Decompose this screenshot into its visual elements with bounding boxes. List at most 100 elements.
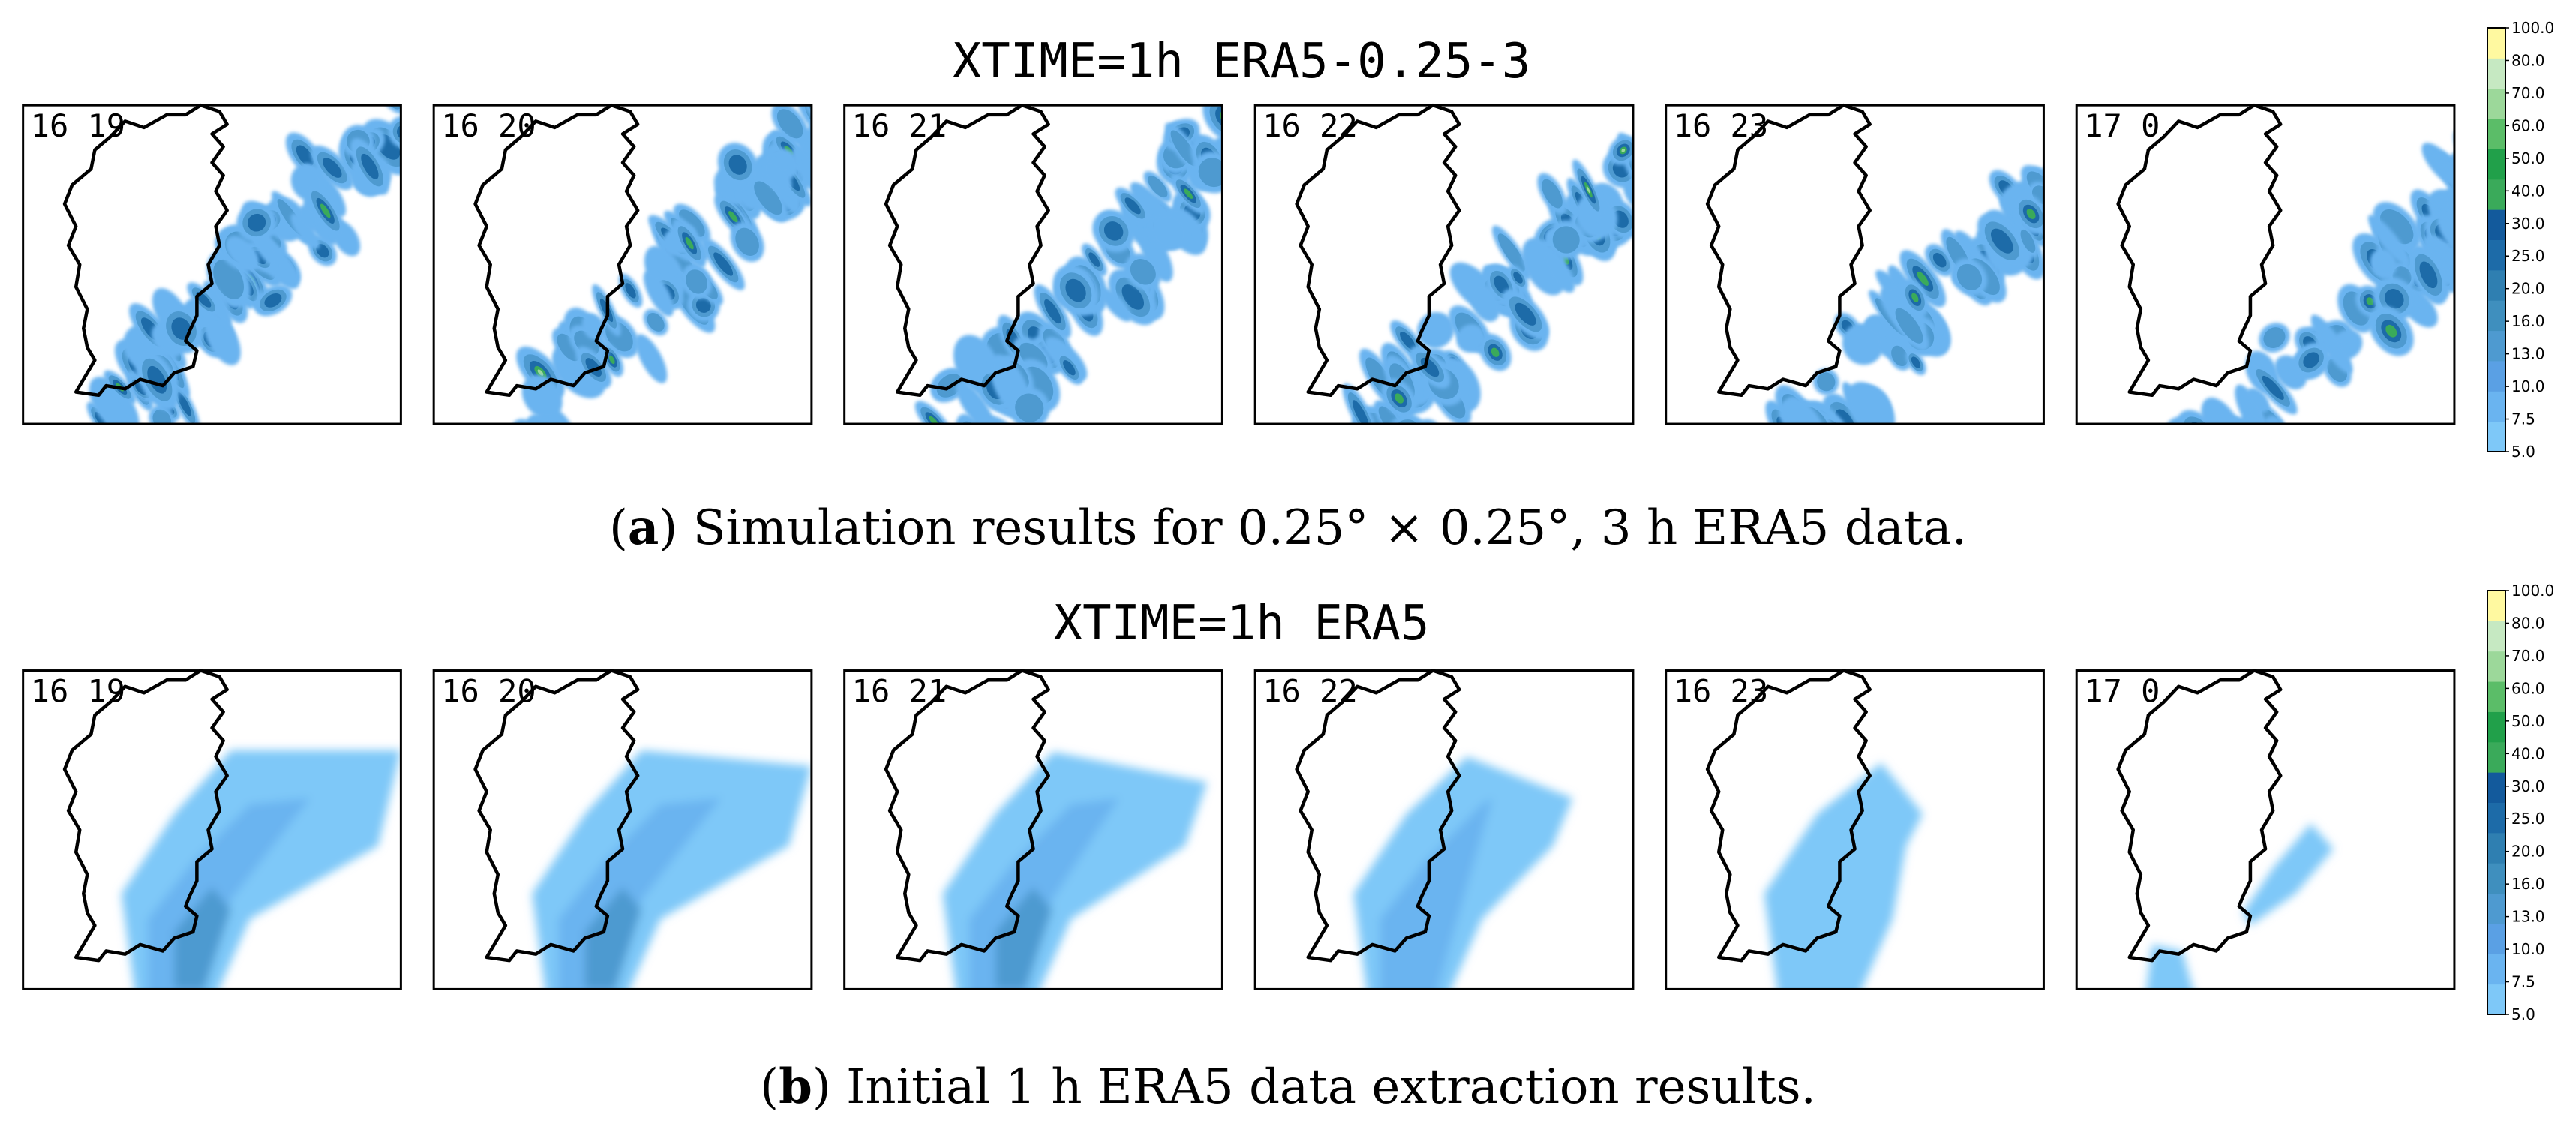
- panel-frame: [843, 104, 1223, 425]
- colorbar-tick-label: 10.0: [2511, 940, 2545, 958]
- rain-cell: [761, 159, 792, 194]
- panel-time-label: 17 0: [2084, 107, 2160, 144]
- panel-b-3: 16 21: [843, 669, 1223, 990]
- panel-a-5: 16 23: [1665, 103, 2045, 499]
- colorbar-segment: [2487, 923, 2505, 954]
- rain-cell: [2013, 193, 2044, 235]
- rain-cell: [2423, 235, 2454, 273]
- rain-cell: [1124, 253, 1162, 290]
- panel-time-label: 16 23: [1674, 673, 1768, 710]
- panel-frame: [432, 104, 813, 425]
- rain-cell: [1082, 243, 1107, 276]
- colorbar-segment: [2487, 984, 2505, 1015]
- rain-cell: [1812, 368, 1839, 395]
- rain-cell: [2247, 388, 2270, 413]
- colorbar-segment: [2487, 681, 2505, 712]
- rain-cell: [1143, 170, 1172, 203]
- colorbar-segment: [2487, 591, 2505, 621]
- colorbar-segment: [2487, 300, 2505, 332]
- rain-cell: [2310, 314, 2353, 374]
- rain-cell: [509, 426, 554, 478]
- colorbar-tick-label: 100.0: [2511, 19, 2554, 37]
- colorbar-tick-label: 25.0: [2511, 810, 2545, 828]
- colorbar-tick-label: 60.0: [2511, 116, 2545, 134]
- colorbar-segment: [2487, 179, 2505, 210]
- panel-frame: [22, 104, 402, 425]
- rain-cell: [2195, 424, 2234, 464]
- rain-cell: [673, 203, 711, 243]
- rain-cell: [2017, 224, 2039, 258]
- panel-time-label: 16 20: [441, 107, 536, 144]
- rain-cell: [2454, 134, 2517, 203]
- rain-cell: [1951, 258, 1988, 296]
- rain-cell: [1901, 278, 1929, 317]
- colorbars: 5.0 7.5 10.0 13.0 16.0 20.0 25.0 30.0 40.0 50.0 60…: [2487, 19, 2554, 1023]
- rain-cell: [350, 138, 389, 195]
- panel-a-3: 16 21: [843, 103, 1223, 425]
- rain-cell: [681, 264, 713, 299]
- colorbar-tick-label: 7.5: [2511, 410, 2535, 428]
- basin-outline: [1295, 103, 1461, 398]
- caption-a: (a) Simulation results for 0.25° × 0.25°…: [609, 500, 1967, 556]
- rain-cell: [1034, 284, 1072, 338]
- colorbar-segment: [2487, 149, 2505, 180]
- colorbar-segment: [2487, 28, 2505, 59]
- panel-b-5: 16 23: [1665, 669, 2045, 990]
- colorbar-segment: [2487, 119, 2505, 149]
- rain-cell: [701, 238, 745, 290]
- rain-cell: [1202, 105, 1223, 142]
- colorbar-segment: [2487, 360, 2505, 392]
- rain-cell: [2442, 181, 2454, 220]
- rain-cell: [1905, 350, 1926, 376]
- colorbar-segment: [2487, 893, 2505, 924]
- smooth-band: [1353, 756, 1573, 990]
- panel-a-4: 16 22: [1253, 103, 1635, 484]
- panel-frame: [1253, 104, 1635, 425]
- rain-cell: [2259, 323, 2290, 353]
- precip-field: [1747, 165, 2044, 499]
- colorbar-tick-label: 20.0: [2511, 280, 2545, 298]
- rain-cell: [2208, 440, 2262, 507]
- rain-cell: [2293, 342, 2330, 378]
- panel-a-6: 17 0: [2075, 103, 2517, 507]
- panel-time-label: 16 22: [1262, 107, 1357, 144]
- rain-cell: [1747, 442, 1804, 499]
- rain-cell: [1456, 324, 1485, 353]
- rain-cell: [1778, 422, 1821, 468]
- panel-b-6: 17 0: [2075, 669, 2456, 990]
- rain-cell: [2201, 397, 2244, 425]
- rain-cell: [635, 334, 668, 383]
- row-b-title: XTIME=1h ERA5: [1054, 596, 1430, 651]
- colorbar-segment: [2487, 651, 2505, 682]
- rain-cell: [2421, 143, 2454, 188]
- colorbar-tick-label: 25.0: [2511, 247, 2545, 265]
- colorbar-tick-label: 80.0: [2511, 614, 2545, 632]
- colorbar-segment: [2487, 58, 2505, 89]
- precip-field: [2146, 823, 2334, 990]
- colorbar-tick-label: 60.0: [2511, 679, 2545, 697]
- panel-frame: [843, 669, 1223, 990]
- colorbar-tick-label: 50.0: [2511, 149, 2545, 167]
- colorbar-tick-label: 20.0: [2511, 843, 2545, 861]
- panel-b-1: 16 19: [22, 669, 402, 990]
- rain-cell: [1491, 225, 1531, 280]
- rain-cell: [730, 221, 764, 262]
- colorbar-segment: [2487, 802, 2505, 834]
- colorbar-tick-label: 16.0: [2511, 875, 2545, 893]
- panel-time-label: 16 20: [441, 673, 536, 710]
- basin-outline: [2116, 103, 2283, 398]
- rain-cell: [2238, 412, 2266, 425]
- rain-cell: [1887, 341, 1911, 371]
- precip-field: [942, 751, 1208, 990]
- rain-cell: [1192, 151, 1223, 194]
- caption-a-open: (: [609, 500, 628, 556]
- smooth-band: [1764, 762, 1923, 990]
- rain-cell: [159, 304, 203, 353]
- rain-cell: [914, 401, 953, 425]
- colorbar-segment: [2487, 621, 2505, 652]
- rain-cell: [203, 281, 232, 326]
- rain-cell: [1055, 350, 1083, 385]
- panel-time-label: 16 23: [1674, 107, 1768, 144]
- rain-cell: [1352, 435, 1402, 484]
- rain-cell: [1115, 187, 1151, 224]
